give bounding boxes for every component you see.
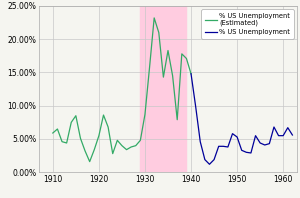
Legend: % US Unemployment
(Estimated), % US Unemployment: % US Unemployment (Estimated), % US Unem… (202, 9, 294, 39)
Bar (140, 6, 186, 172)
